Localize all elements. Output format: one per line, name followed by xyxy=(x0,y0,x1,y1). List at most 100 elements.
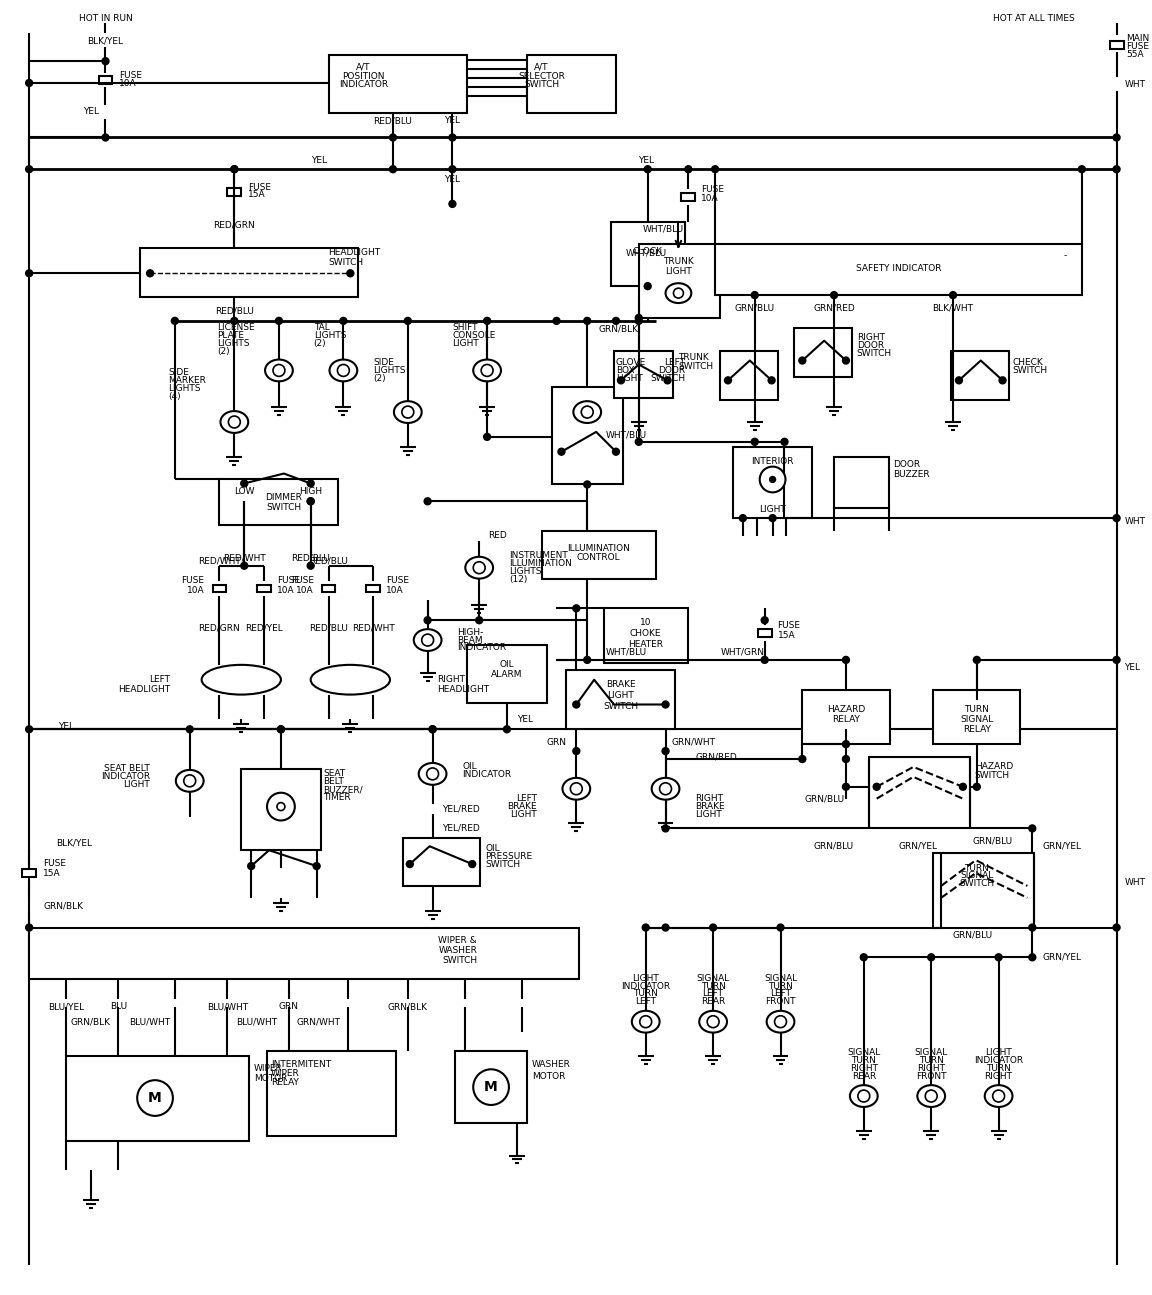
Text: BRAKE: BRAKE xyxy=(507,802,537,811)
Bar xyxy=(141,247,358,297)
Bar xyxy=(681,193,696,201)
Text: INDICATOR: INDICATOR xyxy=(975,1055,1023,1064)
Text: HAZARD: HAZARD xyxy=(975,763,1013,772)
Text: RIGHT: RIGHT xyxy=(917,1063,945,1072)
Circle shape xyxy=(1029,825,1036,831)
Text: LIGHT: LIGHT xyxy=(632,974,659,983)
Ellipse shape xyxy=(418,763,447,785)
Text: BLU/WHT: BLU/WHT xyxy=(236,1017,278,1026)
Circle shape xyxy=(710,925,717,931)
Text: LIGHT: LIGHT xyxy=(759,505,786,514)
Text: WHT: WHT xyxy=(1124,80,1145,89)
Text: RIGHT: RIGHT xyxy=(985,1072,1013,1081)
Text: RIGHT: RIGHT xyxy=(438,675,465,684)
Text: LIGHTS: LIGHTS xyxy=(218,339,250,348)
Circle shape xyxy=(635,315,643,321)
Text: HEADLIGHT: HEADLIGHT xyxy=(328,247,380,256)
Text: WHT/BLU: WHT/BLU xyxy=(605,648,646,657)
Circle shape xyxy=(230,166,237,172)
Text: SWITCH: SWITCH xyxy=(266,502,302,512)
Ellipse shape xyxy=(562,778,590,799)
Ellipse shape xyxy=(699,1011,727,1032)
Text: LIGHT: LIGHT xyxy=(123,781,150,789)
Circle shape xyxy=(842,783,849,790)
Bar xyxy=(526,56,616,113)
Text: SWITCH: SWITCH xyxy=(442,956,477,965)
Text: SWITCH: SWITCH xyxy=(604,702,638,711)
Text: WHT/BLU: WHT/BLU xyxy=(605,430,646,439)
Text: CLOCK: CLOCK xyxy=(632,247,662,256)
Circle shape xyxy=(644,282,651,290)
Text: A/T: A/T xyxy=(535,62,548,71)
Circle shape xyxy=(662,925,669,931)
Text: GRN/BLK: GRN/BLK xyxy=(388,1002,427,1011)
Text: SWITCH: SWITCH xyxy=(328,258,364,267)
Circle shape xyxy=(308,497,314,505)
Circle shape xyxy=(137,1080,173,1116)
Bar xyxy=(403,838,480,886)
Text: BOX: BOX xyxy=(616,366,635,376)
Circle shape xyxy=(347,269,354,277)
Circle shape xyxy=(768,377,775,383)
Text: (2): (2) xyxy=(313,339,326,348)
Text: LIGHTS: LIGHTS xyxy=(373,366,406,376)
Text: RIGHT: RIGHT xyxy=(696,794,723,803)
Bar xyxy=(758,629,772,637)
Circle shape xyxy=(407,861,414,868)
Text: TURN: TURN xyxy=(851,1055,877,1064)
Text: LIGHT: LIGHT xyxy=(616,374,643,383)
Circle shape xyxy=(761,657,768,663)
Text: MARKER: MARKER xyxy=(168,376,206,385)
Circle shape xyxy=(241,562,248,570)
Text: HEADLIGHT: HEADLIGHT xyxy=(438,685,490,694)
Text: INDICATOR: INDICATOR xyxy=(462,771,511,780)
Circle shape xyxy=(248,862,255,869)
Text: WIPER &: WIPER & xyxy=(439,936,477,945)
Text: INDICATOR: INDICATOR xyxy=(457,644,507,653)
Text: DIMMER: DIMMER xyxy=(265,493,302,502)
Text: DOOR: DOOR xyxy=(894,460,920,469)
Bar xyxy=(933,853,1034,927)
Circle shape xyxy=(230,317,237,324)
Circle shape xyxy=(861,954,867,961)
Circle shape xyxy=(424,616,431,624)
Circle shape xyxy=(842,755,849,763)
Text: TAL: TAL xyxy=(313,324,329,333)
Bar xyxy=(257,584,271,593)
Text: SIGNAL: SIGNAL xyxy=(960,715,993,724)
Bar xyxy=(99,76,113,84)
Ellipse shape xyxy=(394,401,422,423)
Text: DOOR: DOOR xyxy=(857,341,884,350)
Bar xyxy=(321,584,335,593)
Text: BLK/YEL: BLK/YEL xyxy=(56,839,92,848)
Circle shape xyxy=(389,133,396,141)
Text: RELAY: RELAY xyxy=(832,715,859,724)
Circle shape xyxy=(313,862,320,869)
Circle shape xyxy=(25,79,32,87)
Text: BUZZER: BUZZER xyxy=(894,470,930,479)
Circle shape xyxy=(430,725,437,733)
Bar xyxy=(604,609,689,663)
Text: RED: RED xyxy=(488,531,507,540)
Text: SHIFT: SHIFT xyxy=(453,324,478,333)
Circle shape xyxy=(308,497,314,505)
Circle shape xyxy=(484,317,491,324)
Bar xyxy=(802,690,889,745)
Circle shape xyxy=(340,317,347,324)
Ellipse shape xyxy=(220,411,248,433)
Circle shape xyxy=(1029,954,1036,961)
Ellipse shape xyxy=(631,1011,660,1032)
Bar xyxy=(366,584,380,593)
Circle shape xyxy=(664,377,670,383)
Bar xyxy=(220,479,339,524)
Text: BUZZER/: BUZZER/ xyxy=(324,785,363,794)
Circle shape xyxy=(1113,514,1120,522)
Text: SWITCH: SWITCH xyxy=(679,363,713,370)
Text: YEL: YEL xyxy=(445,175,461,184)
Circle shape xyxy=(241,480,248,487)
Ellipse shape xyxy=(652,778,680,799)
Circle shape xyxy=(1113,657,1120,663)
Text: OIL: OIL xyxy=(462,763,477,772)
Text: LEFT: LEFT xyxy=(149,675,169,684)
Text: HAZARD: HAZARD xyxy=(827,704,865,714)
